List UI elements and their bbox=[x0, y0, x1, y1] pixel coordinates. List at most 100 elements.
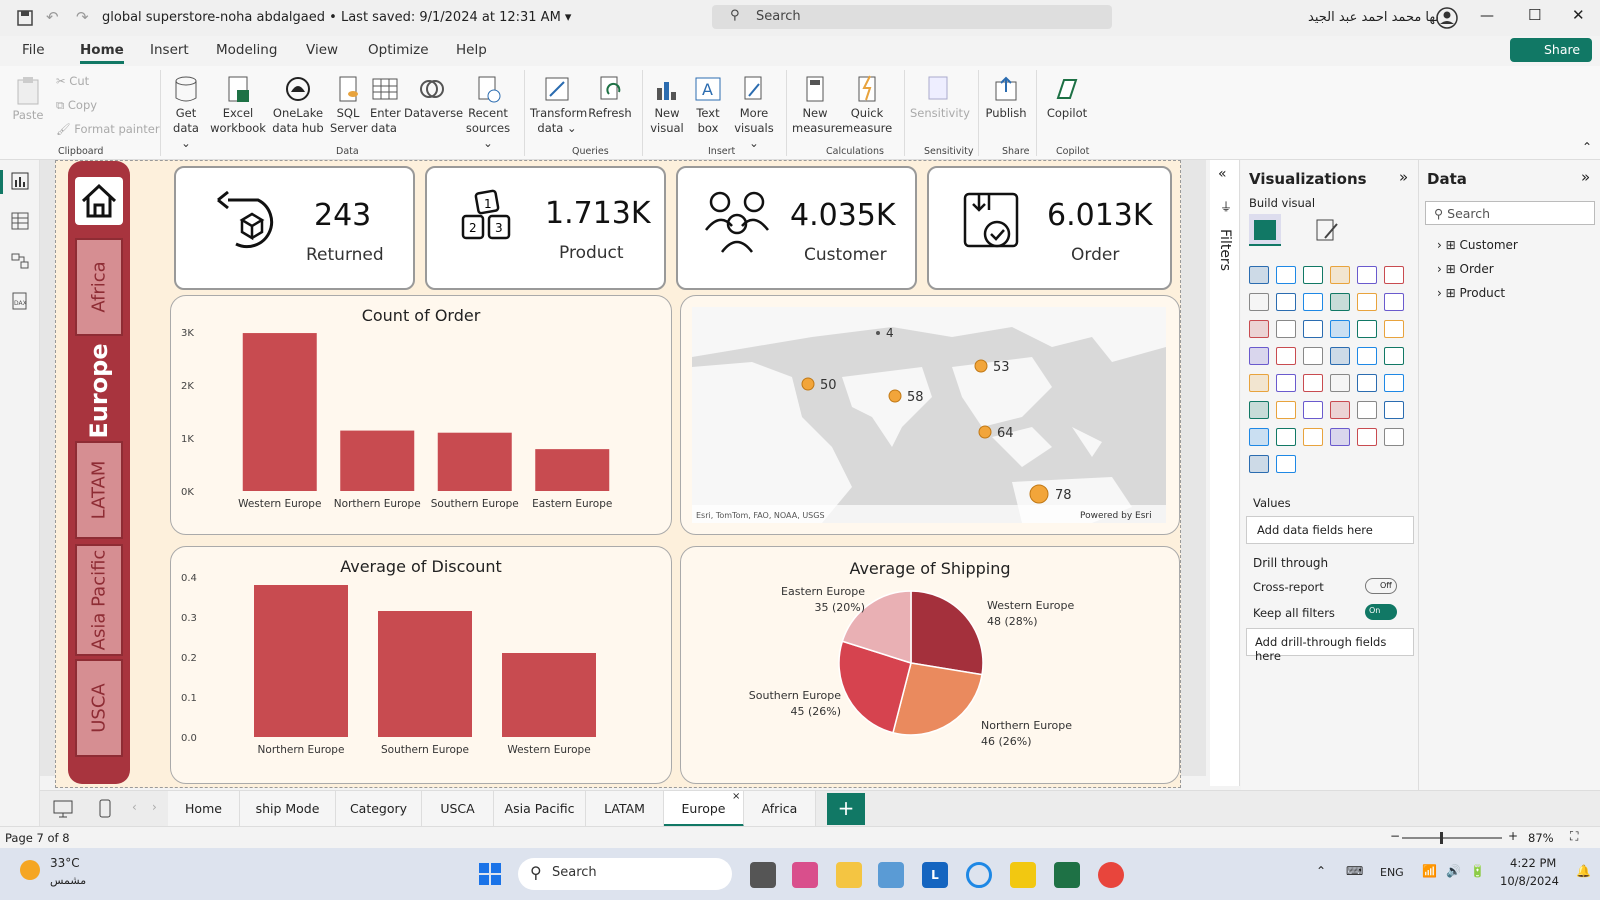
copilot-button[interactable]: Copilot bbox=[1044, 74, 1090, 121]
visual-type-icon[interactable] bbox=[1330, 266, 1350, 284]
tab-usca[interactable]: USCA bbox=[422, 791, 494, 827]
visual-type-icon[interactable] bbox=[1249, 455, 1269, 473]
visual-type-icon[interactable] bbox=[1303, 374, 1323, 392]
keep-filters-toggle[interactable]: On bbox=[1365, 604, 1397, 620]
cortana-icon[interactable] bbox=[966, 862, 992, 888]
tab-africa[interactable]: Africa bbox=[744, 791, 816, 827]
power-bi-icon[interactable] bbox=[1010, 862, 1036, 888]
report-view-icon[interactable] bbox=[11, 172, 29, 190]
collapse-viz-icon[interactable]: » bbox=[1399, 168, 1409, 186]
visual-type-icon[interactable] bbox=[1303, 428, 1323, 446]
save-icon[interactable] bbox=[16, 9, 34, 27]
visual-type-icon[interactable] bbox=[1249, 293, 1269, 311]
visual-type-icon[interactable] bbox=[1384, 428, 1404, 446]
menu-help[interactable]: Help bbox=[456, 42, 487, 58]
clock-date[interactable]: 10/8/2024 bbox=[1500, 874, 1559, 888]
volume-icon[interactable]: 🔊 bbox=[1446, 864, 1461, 878]
cut-button[interactable]: ✂ Cut bbox=[56, 74, 90, 88]
tab-asia-pacific[interactable]: Asia Pacific bbox=[494, 791, 586, 827]
weather-icon[interactable] bbox=[20, 860, 40, 880]
collapse-ribbon-icon[interactable]: ⌃ bbox=[1582, 140, 1593, 154]
copy-button[interactable]: ⧉ Copy bbox=[56, 98, 98, 112]
average-discount-chart[interactable]: Average of Discount 0.4 0.3 0.2 0.1 0.0 North… bbox=[170, 546, 672, 784]
close-icon[interactable]: ✕ bbox=[1572, 6, 1585, 24]
visual-type-icon[interactable] bbox=[1276, 401, 1296, 419]
l-app-icon[interactable]: L bbox=[922, 862, 948, 888]
visual-type-icon[interactable] bbox=[1303, 320, 1323, 338]
visual-type-icon[interactable] bbox=[1276, 293, 1296, 311]
notifications-icon[interactable]: 🔔 bbox=[1576, 864, 1591, 878]
map-point-53[interactable] bbox=[974, 359, 988, 373]
home-button[interactable] bbox=[75, 177, 123, 225]
table-product[interactable]: › ⊞ Product bbox=[1437, 286, 1506, 300]
enter-data-button[interactable]: Enter data bbox=[370, 74, 401, 136]
mobile-layout-icon[interactable] bbox=[98, 799, 112, 819]
tab-scroll-right-icon[interactable]: › bbox=[152, 800, 157, 814]
account-icon[interactable] bbox=[1436, 7, 1458, 29]
new-measure-button[interactable]: New measure bbox=[792, 74, 842, 136]
visual-type-icon[interactable] bbox=[1276, 455, 1296, 473]
redo-icon[interactable]: ↷ bbox=[76, 8, 89, 26]
bar-southern-europe[interactable] bbox=[437, 432, 512, 491]
keyboard-icon[interactable]: ⌨ bbox=[1346, 864, 1364, 878]
undo-icon[interactable]: ↶ bbox=[46, 8, 59, 26]
filters-pane-collapsed[interactable]: « ⏚ Filters bbox=[1210, 160, 1240, 786]
windows-start-icon[interactable] bbox=[478, 862, 502, 886]
visual-type-icon[interactable] bbox=[1276, 374, 1296, 392]
visual-type-icon[interactable] bbox=[1384, 293, 1404, 311]
zoom-slider[interactable] bbox=[1402, 832, 1502, 844]
model-view-icon[interactable] bbox=[11, 252, 29, 270]
visual-type-icon[interactable] bbox=[1330, 320, 1350, 338]
tab-scroll-left-icon[interactable]: ‹ bbox=[132, 800, 137, 814]
visual-type-icon[interactable] bbox=[1276, 320, 1296, 338]
sql-server-button[interactable]: SQL Server bbox=[330, 74, 368, 136]
visual-type-icon[interactable] bbox=[1303, 401, 1323, 419]
pie-slice-western-europe[interactable] bbox=[910, 590, 984, 676]
close-tab-icon[interactable]: × bbox=[732, 791, 741, 802]
visual-type-icon[interactable] bbox=[1330, 374, 1350, 392]
share-button[interactable]: Share ⌄ bbox=[1510, 38, 1592, 72]
tab-latam[interactable]: LATAM bbox=[586, 791, 664, 827]
visual-type-icon[interactable] bbox=[1303, 293, 1323, 311]
menu-home[interactable]: Home bbox=[80, 42, 124, 64]
pie-slice-eastern-europe[interactable] bbox=[841, 590, 912, 665]
visual-type-icon[interactable] bbox=[1357, 428, 1377, 446]
search-input[interactable]: ⚲ Search bbox=[712, 5, 1112, 29]
map-point-4[interactable] bbox=[876, 331, 880, 335]
minimize-icon[interactable]: — bbox=[1480, 8, 1494, 24]
visual-type-icon[interactable] bbox=[1357, 401, 1377, 419]
quick-measure-button[interactable]: Quick measure bbox=[842, 74, 892, 136]
visual-type-icon[interactable] bbox=[1249, 374, 1269, 392]
tab-category[interactable]: Category bbox=[336, 791, 422, 827]
bar-northern-europe[interactable] bbox=[340, 430, 415, 491]
visual-type-icon[interactable] bbox=[1303, 266, 1323, 284]
values-drop-well[interactable]: Add data fields here bbox=[1246, 516, 1414, 544]
visual-type-icon[interactable] bbox=[1384, 374, 1404, 392]
build-visual-tab[interactable] bbox=[1249, 214, 1281, 246]
format-painter-button[interactable]: 🖌 Format painter bbox=[56, 122, 160, 136]
menu-optimize[interactable]: Optimize bbox=[368, 42, 429, 58]
menu-file[interactable]: File bbox=[22, 42, 45, 58]
nav-usca-button[interactable]: USCA bbox=[75, 659, 123, 757]
nav-latam-button[interactable]: LATAM bbox=[75, 441, 123, 539]
visual-type-icon[interactable] bbox=[1303, 347, 1323, 365]
new-visual-button[interactable]: New visual bbox=[650, 74, 684, 136]
bar-western-europe[interactable] bbox=[502, 653, 596, 737]
tray-expand-icon[interactable]: ⌃ bbox=[1316, 864, 1327, 878]
zoom-out-icon[interactable]: − bbox=[1390, 829, 1401, 843]
tab-home[interactable]: Home bbox=[168, 791, 240, 827]
nav-africa-button[interactable]: Africa bbox=[75, 238, 123, 336]
dax-query-icon[interactable]: DAX bbox=[11, 292, 29, 310]
pie-slice-northern-europe[interactable] bbox=[892, 662, 983, 736]
map-point-78[interactable] bbox=[1029, 484, 1049, 504]
wifi-icon[interactable]: 📶 bbox=[1422, 864, 1437, 878]
menu-view[interactable]: View bbox=[306, 42, 339, 58]
excel-workbook-button[interactable]: Excel workbook bbox=[210, 74, 266, 136]
cross-report-toggle[interactable]: Off bbox=[1365, 578, 1397, 594]
table-view-icon[interactable] bbox=[11, 212, 29, 230]
visual-type-icon[interactable] bbox=[1330, 428, 1350, 446]
visual-type-icon[interactable] bbox=[1249, 428, 1269, 446]
chrome-icon[interactable] bbox=[1098, 862, 1124, 888]
visual-type-icon[interactable] bbox=[1384, 266, 1404, 284]
